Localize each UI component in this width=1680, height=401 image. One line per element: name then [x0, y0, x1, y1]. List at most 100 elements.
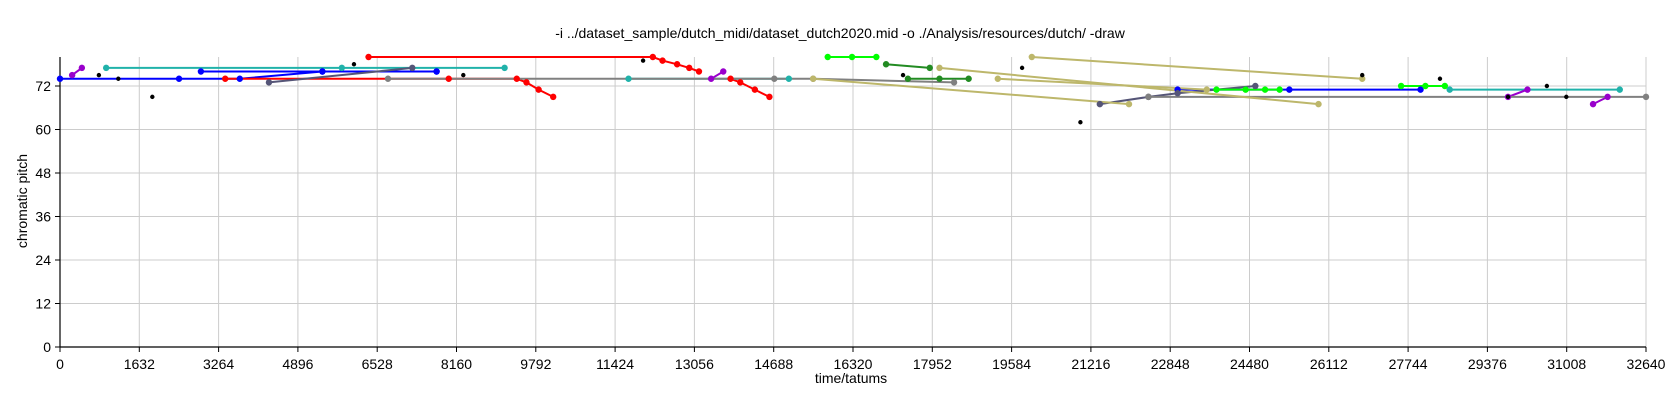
series-point: [338, 64, 346, 72]
series-point: [1417, 86, 1424, 93]
series-point: [1286, 86, 1293, 93]
y-tick-label: 12: [35, 296, 51, 312]
x-tick-label: 19584: [992, 356, 1031, 372]
x-tick-label: 1632: [124, 356, 155, 372]
series-point: [625, 75, 632, 82]
series-point: [501, 64, 508, 72]
isolated-point: [96, 72, 102, 78]
chart-title: -i ../dataset_sample/dutch_midi/dataset_…: [555, 25, 1126, 41]
x-tick-label: 17952: [913, 356, 952, 372]
y-tick-label: 72: [35, 78, 51, 94]
points-layer: [56, 53, 1650, 125]
x-tick-label: 26112: [1310, 356, 1348, 372]
isolated-point: [1437, 76, 1443, 81]
series-point: [1276, 86, 1283, 93]
series-point: [409, 64, 416, 72]
series-point: [766, 93, 773, 101]
x-tick-label: 9792: [520, 356, 551, 372]
series-point: [720, 68, 727, 75]
isolated-point: [1360, 72, 1365, 78]
isolated-point: [1505, 94, 1511, 100]
isolated-point: [351, 62, 357, 67]
axis-layer: 0 1632 3264 4896 6528 8160 9792 11424 13056 14688…: [35, 57, 1666, 372]
series-point: [873, 53, 880, 61]
x-tick-label: 0: [56, 356, 64, 372]
x-tick-label: 27744: [1389, 356, 1428, 372]
series-point: [175, 75, 183, 82]
series-point: [686, 64, 693, 72]
series-point: [904, 75, 912, 82]
x-tick-label: 16320: [834, 356, 873, 372]
series-point: [1174, 90, 1181, 97]
series-point: [1441, 82, 1449, 90]
series-point: [1616, 86, 1623, 93]
series-point: [1252, 82, 1259, 90]
y-tick-label: 24: [35, 252, 51, 268]
series-point: [1422, 82, 1429, 90]
series-point: [56, 75, 64, 82]
series-point: [236, 75, 243, 82]
isolated-point: [1564, 94, 1569, 100]
x-tick-label: 21216: [1071, 356, 1110, 372]
series-point: [926, 64, 933, 72]
x-tick-label: 29376: [1468, 356, 1507, 372]
series-point: [936, 75, 943, 82]
series-line: [1031, 56, 1363, 80]
x-tick-label: 22848: [1151, 356, 1190, 372]
series-point: [1524, 86, 1531, 93]
y-tick-label: 0: [43, 339, 51, 355]
isolated-point: [1078, 120, 1083, 125]
series-point: [384, 75, 392, 82]
series-point: [707, 75, 715, 82]
isolated-point: [900, 72, 906, 78]
isolated-point: [640, 58, 646, 63]
series-point: [785, 75, 793, 82]
series-point: [751, 86, 759, 93]
series-point: [649, 53, 657, 61]
series-line: [997, 77, 1207, 91]
series-point: [824, 53, 831, 61]
series-point: [1315, 100, 1322, 108]
series-point: [1028, 53, 1036, 61]
series-line: [730, 77, 770, 98]
series-point: [319, 68, 326, 75]
isolated-point: [1544, 83, 1550, 89]
series-point: [1261, 86, 1269, 93]
x-tick-label: 4896: [282, 356, 313, 372]
series-point: [1242, 86, 1249, 93]
series-point: [365, 53, 372, 61]
series-point: [535, 86, 542, 93]
series-point: [1359, 75, 1366, 82]
series-point: [771, 75, 778, 82]
series-point: [549, 93, 557, 101]
y-tick-label: 36: [35, 209, 51, 225]
series-point: [1397, 82, 1405, 90]
series-point: [809, 75, 817, 82]
series-point: [727, 75, 734, 82]
x-tick-label: 11424: [596, 356, 634, 372]
series-point: [950, 79, 958, 86]
isolated-point: [461, 72, 466, 78]
x-tick-label: 24480: [1230, 356, 1269, 372]
series-point: [265, 79, 273, 86]
x-axis-title: time/tatums: [815, 370, 887, 386]
series-line: [368, 56, 700, 73]
series-point: [523, 79, 530, 86]
series-point: [433, 68, 440, 75]
x-tick-label: 3264: [203, 356, 234, 372]
series-point: [673, 61, 681, 68]
isolated-point: [116, 76, 121, 81]
series-point: [848, 53, 856, 61]
series-point: [197, 68, 205, 75]
series-point: [936, 64, 943, 72]
series-point: [965, 75, 972, 82]
series-point: [659, 57, 666, 64]
series-point: [1125, 100, 1133, 108]
series-point: [994, 75, 1002, 82]
series-line: [1507, 88, 1528, 98]
x-tick-label: 32640: [1627, 356, 1666, 372]
series-point: [513, 75, 520, 82]
series-line: [813, 77, 1130, 106]
